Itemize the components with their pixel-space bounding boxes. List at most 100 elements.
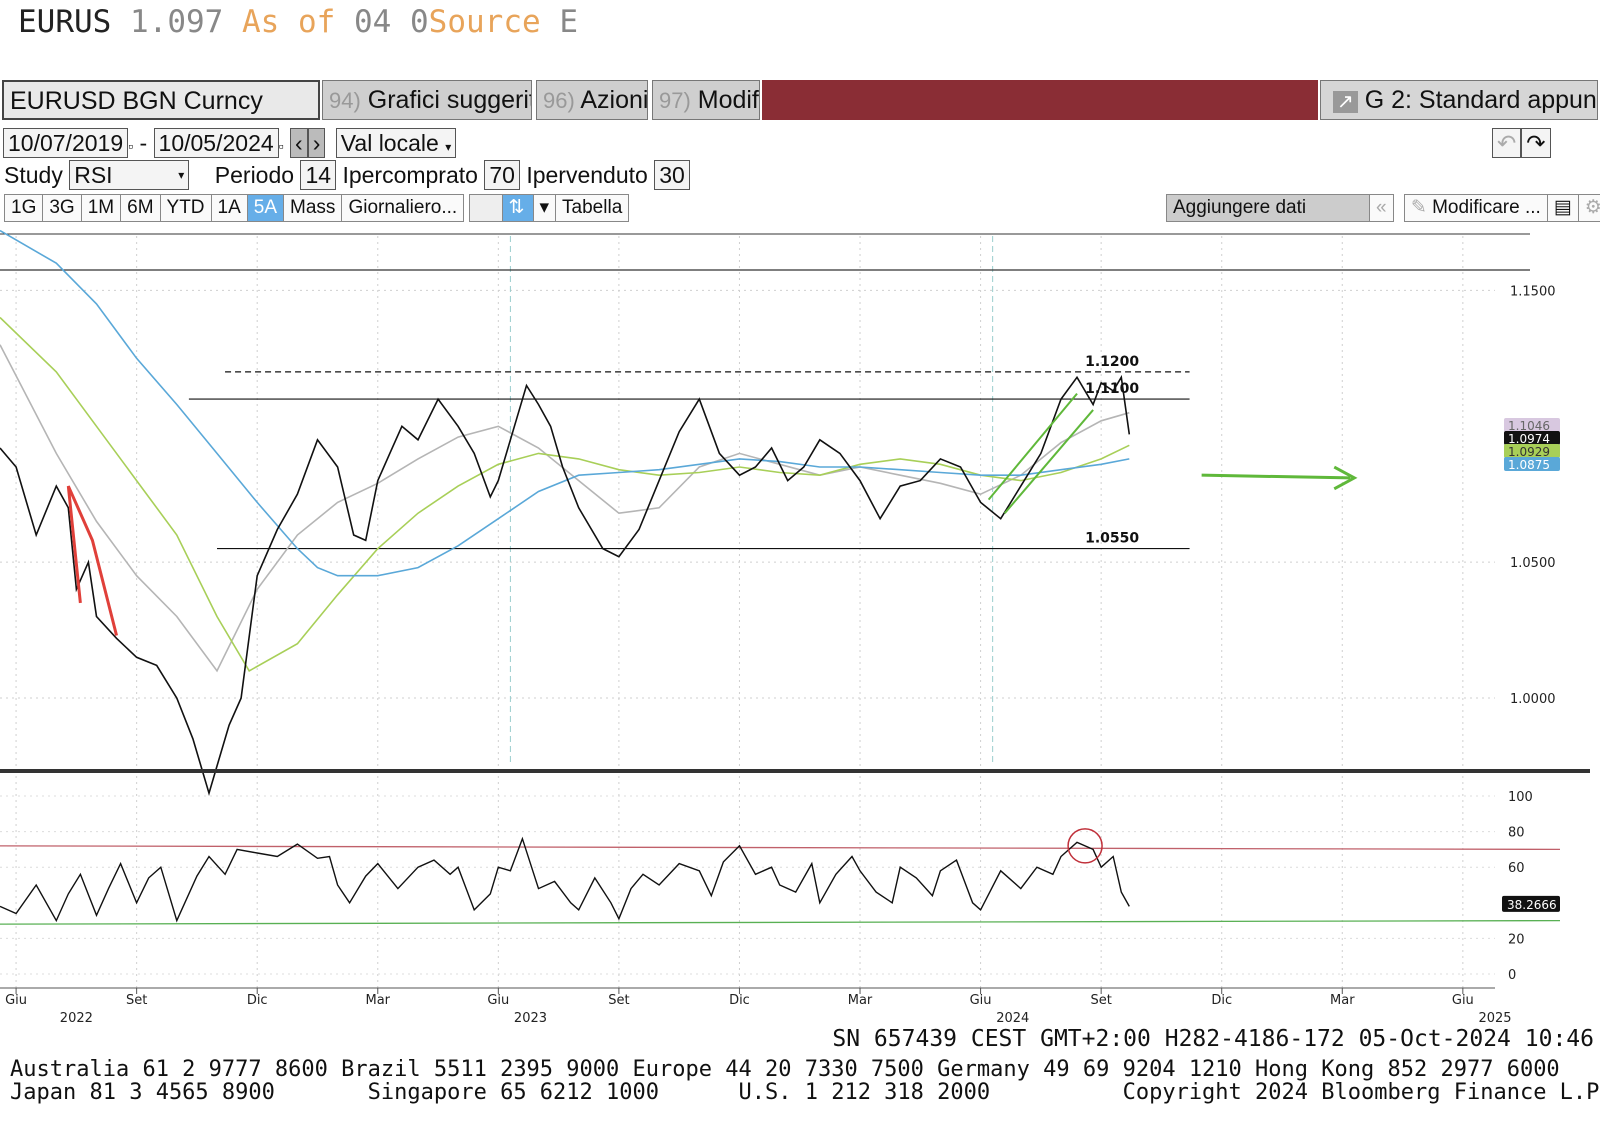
x-month-label-5: Set [608,993,629,1008]
level-label-1: 1.1100 [1085,381,1139,397]
contact-info: Australia 61 2 9777 8600 Brazil 5511 239… [10,1058,1600,1104]
appunti-label: G 2: Standard appunti [1364,86,1598,114]
panel-divider[interactable] [0,769,1590,773]
price-series [0,374,1131,797]
moving-averages [0,229,1130,673]
price-y-axis: 1.1500 1.0500 1.0000 [1510,284,1556,707]
rsi-y-tick-2: 60 [1508,861,1525,876]
rsi-circle-annotation [1067,828,1103,864]
chevron-down-icon: ▾ [445,140,452,154]
range-1a[interactable]: 1A [210,194,248,222]
grafici-num: 94) [329,88,361,113]
modificare-button[interactable]: ✎ Modificare ... [1403,194,1548,222]
range-1g[interactable]: 1G [4,194,44,222]
last-label-bg-1 [1504,431,1560,445]
modif-label: Modif [697,86,759,114]
chart-type-icon[interactable]: ⇅ [501,194,534,222]
calendar-icon[interactable]: ▫ [128,138,134,154]
range-5a[interactable]: 5A [246,194,285,222]
x-year-label-2: 2024 [996,1011,1029,1026]
x-month-label-2: Dic [247,993,268,1008]
horizontal-levels: 1.1200 1.1100 1.0550 [188,354,1190,550]
price-line [0,374,1131,797]
pencil-icon: ✎ [1410,197,1427,218]
range-1m[interactable]: 1M [80,194,122,222]
date-to-field[interactable]: 10/05/2024 [153,128,279,158]
rsi-panel: 100 80 60 20 0 38.2666 [0,790,1561,983]
ma-ma_green [0,316,1130,672]
ma-ma_gray [0,344,1130,673]
x-month-label-3: Mar [366,993,391,1008]
rsi-level-1 [0,919,1561,925]
ma-ma_blue [0,229,1130,577]
study-row: Study RSI ▾ Periodo 14 Ipercomprato 70 I… [4,160,690,192]
last-label-0: 1.1046 [1508,419,1550,433]
green-channel-bottom [1003,409,1094,514]
gear-icon[interactable]: ⚙ [1577,194,1600,222]
appunti-button[interactable]: ↗ G 2: Standard appunti [1320,80,1598,120]
undo-redo: ↶ ↷ [1492,128,1551,160]
study-select[interactable]: RSI ▾ [69,160,190,190]
tail: E [559,4,578,40]
rsi-y-tick-3: 20 [1508,932,1525,947]
redo-icon[interactable]: ↷ [1521,128,1551,158]
range-mass[interactable]: Mass [283,194,343,222]
range-6m[interactable]: 6M [120,194,161,222]
grafici-label: Grafici suggeriti [367,86,532,114]
x-year-label-3: 2025 [1478,1011,1511,1026]
chevron-down-icon: ▾ [178,168,185,182]
ipercomprato-field[interactable]: 70 [484,160,520,190]
rsi-last-bg [1502,895,1560,912]
currency-value: Val locale [340,130,439,156]
azioni-label: Azioni [580,86,648,114]
next-arrow-icon[interactable]: › [307,128,326,158]
price-y-tick-2: 1.0000 [1510,692,1556,707]
x-month-label-12: Giu [1452,993,1474,1008]
price-chart[interactable]: 1.1200 1.1100 1.0550 1.1500 1.0500 1.0000 1.… [0,226,1600,1026]
level-label-2: 1.0550 [1085,531,1139,547]
last-label-3: 1.0875 [1508,458,1550,472]
x-month-label-4: Giu [487,993,509,1008]
chevron-down-icon[interactable]: ▾ [532,194,557,222]
symbol: EURUS [18,4,112,40]
green-channel-top [987,393,1078,501]
modif-button[interactable]: 97) Modif ▾ [652,80,760,120]
ipervenduto-field[interactable]: 30 [654,160,690,190]
periodo-label: Periodo [214,162,295,188]
range-giornaliero[interactable]: Giornaliero... [341,194,465,222]
security-field[interactable]: EURUSD BGN Curncy [2,80,320,120]
last-label-2: 1.0929 [1508,445,1550,459]
undo-icon[interactable]: ↶ [1492,128,1522,158]
last-label-1: 1.0974 [1508,432,1550,446]
settings-icon[interactable]: ▤ [1546,194,1579,222]
green-arrow-shaft [1201,473,1351,480]
rsi-y-tick-4: 0 [1508,968,1516,983]
aggiungere-button[interactable]: Aggiungere dati [1166,194,1370,222]
session-info: SN 657439 CEST GMT+2:00 H282-4186-172 05… [832,1026,1594,1052]
range-ytd[interactable]: YTD [159,194,212,222]
red-arrow-annotation [66,485,118,636]
x-year-label-1: 2023 [514,1011,547,1026]
azioni-button[interactable]: 96) Azioni ▾ [536,80,648,120]
prev-arrow-icon[interactable]: ‹ [290,128,308,158]
right-tools: Aggiungere dati « ✎ Modificare ... ▤ ⚙ [1166,194,1600,224]
grafici-button[interactable]: 94) Grafici suggeriti [322,80,532,120]
rsi-y-tick-1: 80 [1508,826,1525,841]
range-3g[interactable]: 3G [42,194,82,222]
grid [0,236,1495,990]
date-fragment: 04 [354,4,392,40]
price-y-tick-1: 1.0500 [1510,556,1556,571]
rsi-last-label: 38.2666 [1507,898,1557,912]
x-axis: Giu Set Dic Mar Giu Set Dic Mar Giu Set Dic Mar Giu 2… [0,987,1512,1026]
collapse-icon[interactable]: « [1369,194,1394,222]
zero: 0 [410,4,429,40]
rsi-level-0 [0,845,1561,851]
header-line: EURUS 1.097 As of 04 0Source E [18,4,578,40]
tabella-button[interactable]: Tabella [555,194,630,222]
periodo-field[interactable]: 14 [300,160,337,190]
x-year-label-0: 2022 [60,1011,93,1026]
currency-select[interactable]: Val locale ▾ [335,128,457,158]
date-from-field[interactable]: 10/07/2019 [3,128,129,158]
calendar-icon[interactable]: ▫ [278,138,284,154]
